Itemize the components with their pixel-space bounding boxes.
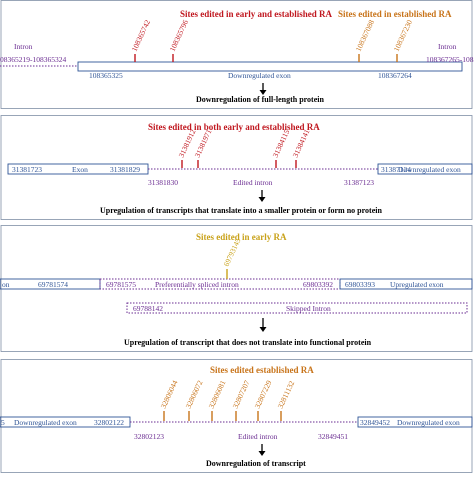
panel-1-intron-left-label: Intron <box>14 42 33 51</box>
panel-1-exon-start: 108365325 <box>89 71 123 80</box>
panel-1-outcome: Downregulation of full-length protein <box>196 95 324 104</box>
panel-2-exon-1-end: 31381829 <box>110 165 140 174</box>
panel-3-exon-1-label: on <box>2 280 10 289</box>
panel-4-intron-label: Edited intron <box>238 432 278 441</box>
panel-3-arrowhead <box>259 327 267 332</box>
panel-2: Sites edited in both early and establish… <box>0 115 473 220</box>
panel-2-exon-2-box <box>377 163 473 175</box>
panel-4-outcome: Downregulation of transcript <box>206 459 306 468</box>
panel-1-intron-right-coords: 108367265-10836 <box>426 55 474 64</box>
panel-2-exon-2-label: Downregulated exon <box>398 165 461 174</box>
panel-1-site-label: 108367230 <box>392 18 415 53</box>
panel-3-outcome: Upregulation of transcript that does not… <box>124 338 372 347</box>
panel-2-title: Sites edited in both early and establish… <box>148 122 320 132</box>
panel-4-border <box>0 359 473 473</box>
panel-4-site-label: 32806072 <box>184 379 205 410</box>
panel-1-site-label: 108365796 <box>168 18 191 53</box>
panel-4-exon-1-end: 32802122 <box>94 418 124 427</box>
panel-3-exon-2-start: 69803393 <box>345 280 375 289</box>
panel-4-site-label: 32807229 <box>253 379 274 410</box>
panel-4-exon-1-label: 5 <box>1 418 5 427</box>
panel-4-intron-start: 32802123 <box>134 432 164 441</box>
panel-1-intron-left-coords: 08365219-108365324 <box>0 55 66 64</box>
panel-2-intron-start: 31381830 <box>148 178 178 187</box>
panel-4-exon-1-mid: Downregulated exon <box>14 418 77 427</box>
panel-3-exon-1-end: 69781574 <box>38 280 68 289</box>
panel-3-skipped-start: 69788142 <box>133 304 163 313</box>
panel-1-site-label: 108367088 <box>354 18 377 53</box>
panel-3-exon-2-box <box>339 278 473 290</box>
panel-4: Sites edited established RA 5 Downregula… <box>0 359 473 473</box>
panel-2-intron-end: 31387123 <box>344 178 374 187</box>
panel-3-intron-start: 69781575 <box>106 280 136 289</box>
panel-2-outcome: Upregulation of transcripts that transla… <box>100 206 382 215</box>
panel-1-arrowhead <box>259 90 267 95</box>
panel-4-exon-2-start: 32849452 <box>360 418 390 427</box>
panel-4-site-label: 32811132 <box>276 379 297 410</box>
panel-3: Sites edited in early RA on 69781574 697… <box>0 225 473 352</box>
panel-1-title-left: Sites edited in early and established RA <box>180 9 333 19</box>
panel-3-intron-end: 69803392 <box>303 280 333 289</box>
panel-1: Sites edited in early and established RA… <box>0 0 474 109</box>
panel-4-site-label: 32806044 <box>159 379 180 410</box>
panel-1-border <box>0 0 473 109</box>
panel-1-title-right: Sites edited in established RA <box>338 9 452 19</box>
panel-4-title: Sites edited established RA <box>210 365 314 375</box>
panel-2-intron-label: Edited intron <box>233 178 273 187</box>
panel-4-site-label: 32807207 <box>231 379 252 410</box>
panel-3-skipped-intron-box <box>126 302 468 314</box>
panel-3-title: Sites edited in early RA <box>196 232 287 242</box>
panel-4-exon-2-label: Downregulated exon <box>397 418 460 427</box>
panel-1-exon-box <box>77 61 463 72</box>
panel-4-intron-end: 32849451 <box>318 432 348 441</box>
panel-3-intron-label: Preferentially spliced intron <box>155 280 239 289</box>
panel-2-exon-2-start: 31387124 <box>381 165 411 174</box>
panel-3-skipped-label: Skipped Intron <box>286 304 331 313</box>
panel-1-exon-end: 108367264 <box>378 71 412 80</box>
panel-2-exon-1-start: 31381723 <box>12 165 42 174</box>
panel-4-arrowhead <box>258 451 266 456</box>
panel-3-exon-2-label: Upregulated exon <box>390 280 444 289</box>
panel-2-site-label: 31384115 <box>271 128 292 159</box>
panel-2-exon-1-label: Exon <box>72 165 88 174</box>
panel-1-intron-right-label: Intron <box>438 42 457 51</box>
panel-1-site-label: 108365742 <box>130 18 153 53</box>
panel-3-intron-box <box>99 278 341 290</box>
panel-2-arrowhead <box>258 197 266 202</box>
panel-4-exon-2-box <box>357 416 473 428</box>
panel-4-site-label: 32806081 <box>207 379 228 410</box>
panel-1-exon-label: Downregulated exon <box>228 71 291 80</box>
panel-2-site-label: 31384141 <box>291 128 312 159</box>
